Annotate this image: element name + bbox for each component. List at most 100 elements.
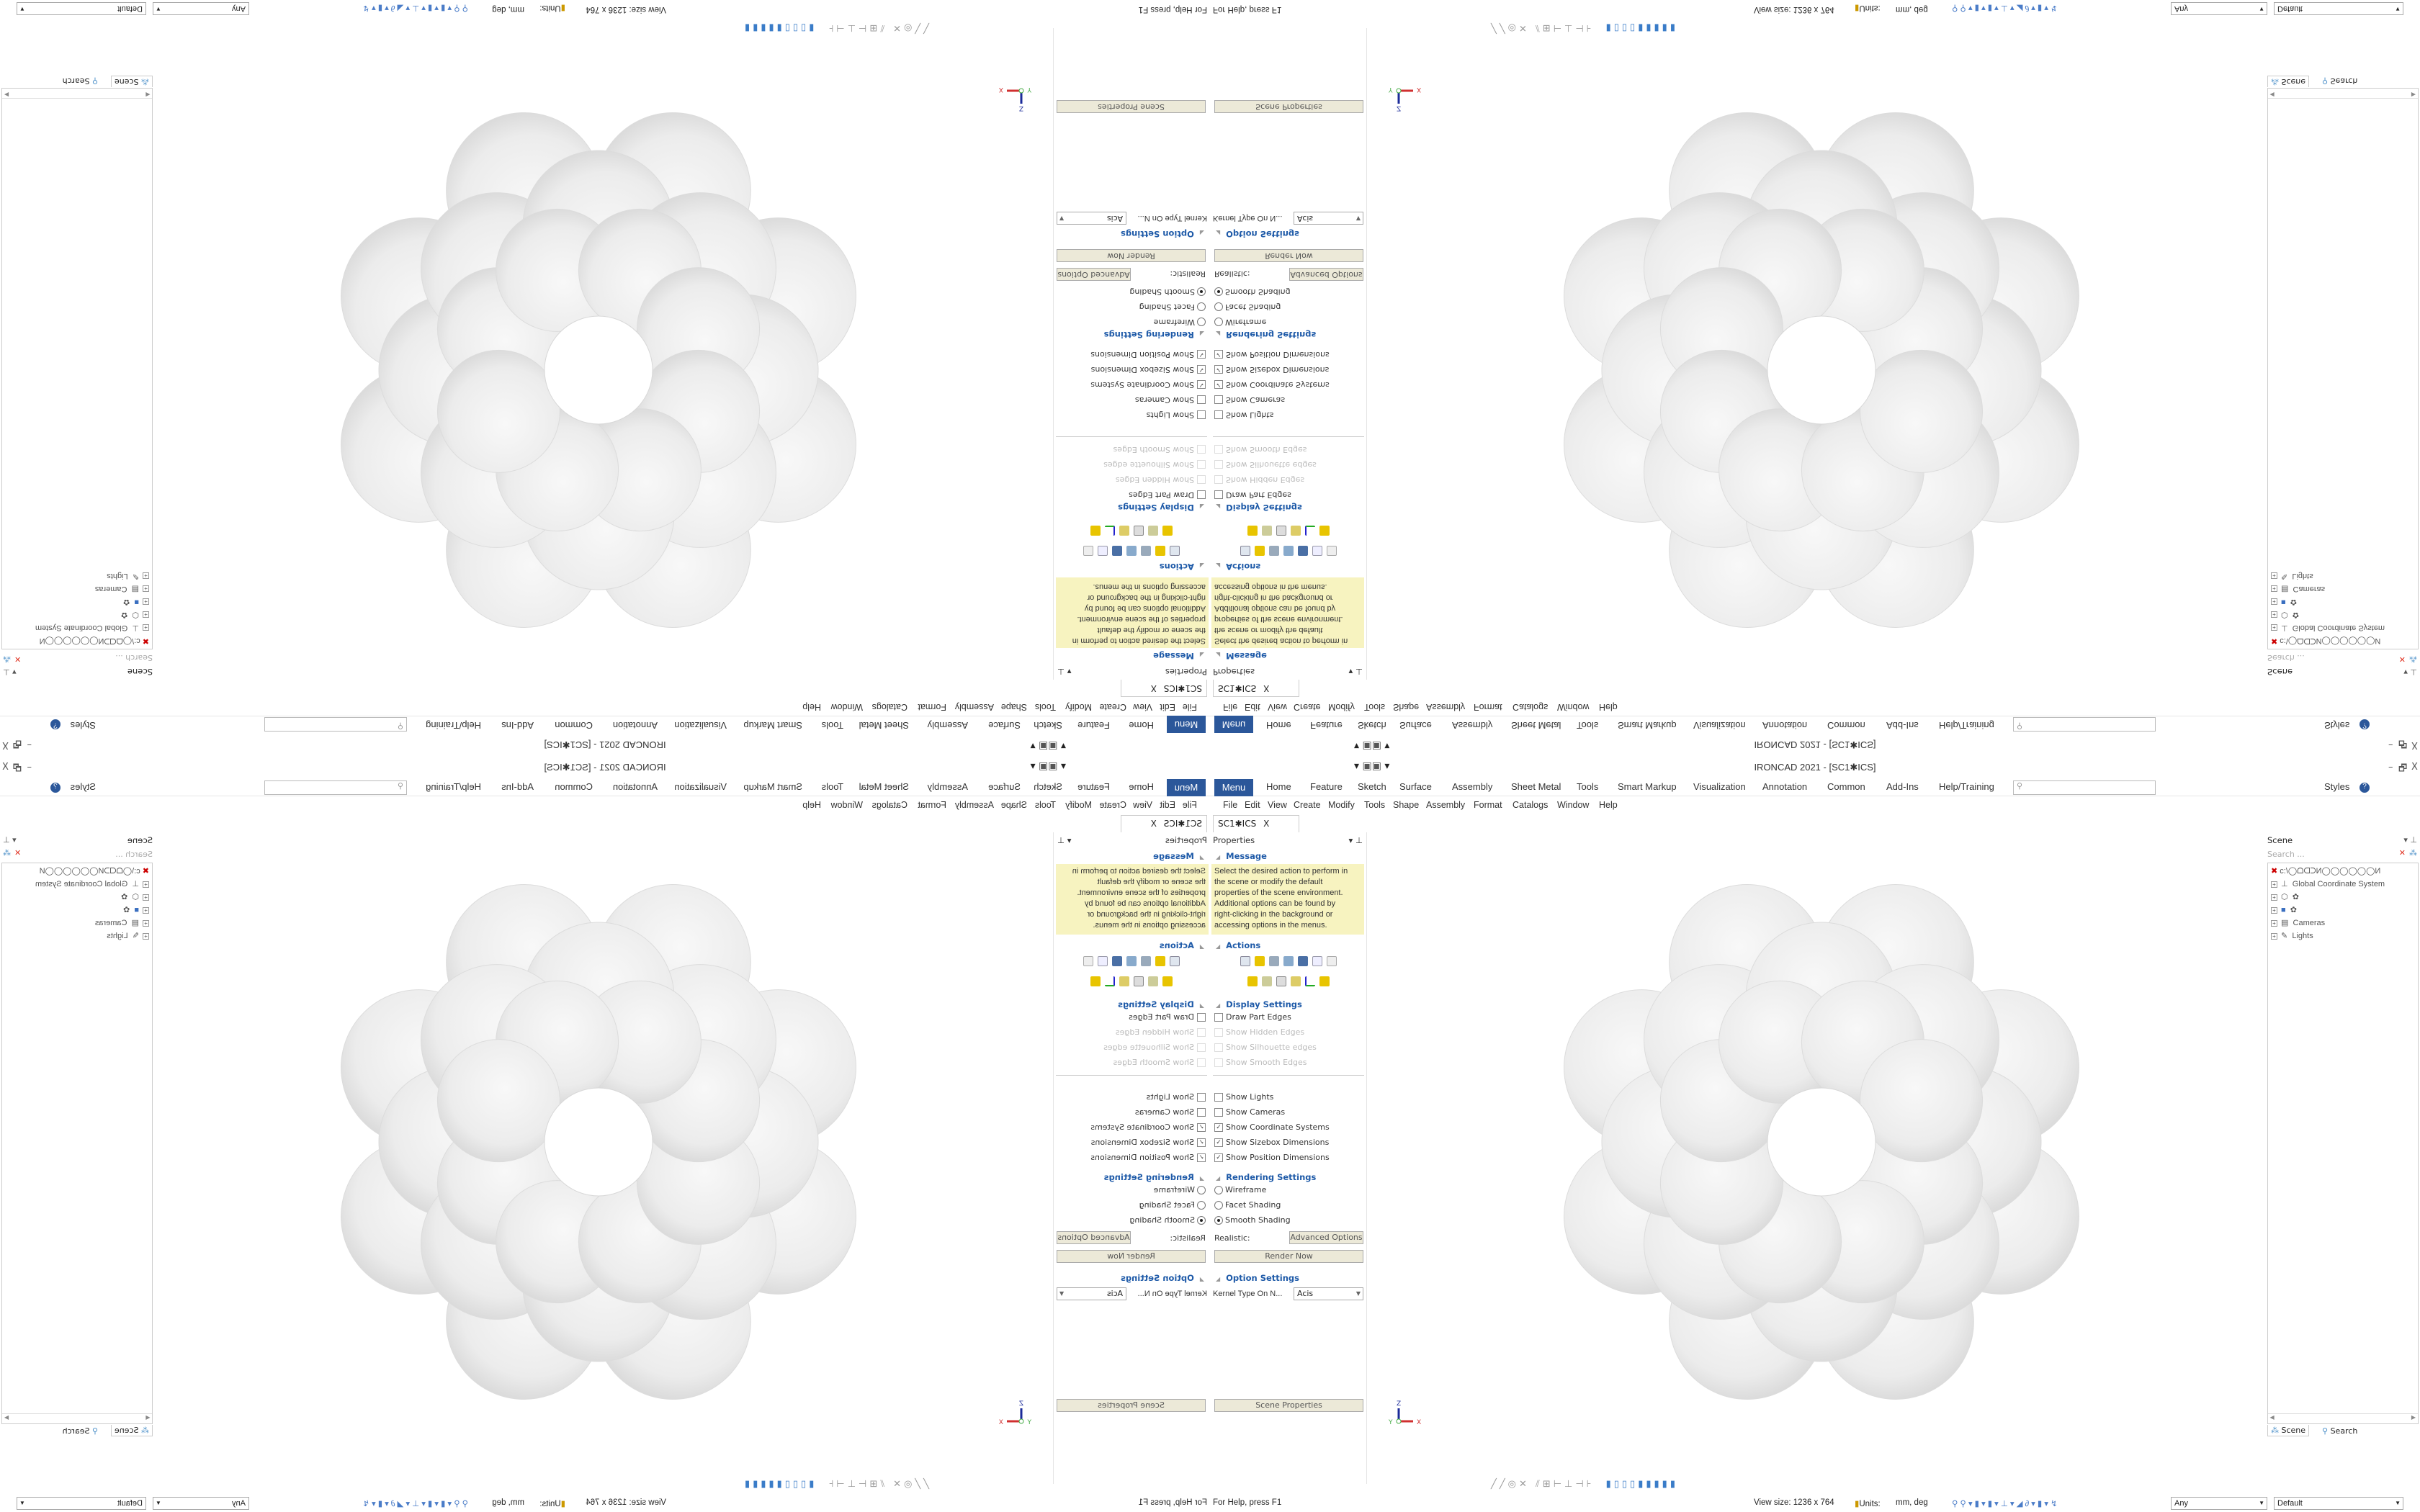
actions-section-header[interactable]: ◢Actions	[1159, 940, 1204, 950]
advanced-options-button[interactable]: Advanced Options	[1057, 1231, 1131, 1244]
restore-button[interactable]: 🗗	[12, 738, 22, 749]
menu-tools[interactable]: Tools	[1364, 702, 1386, 712]
view-orientation-icons[interactable]: ▮▯▯▯▮▮▮▮▮	[1605, 22, 1678, 33]
quick-access-toolbar[interactable]: ▾ ▣▣ ▾	[1354, 740, 1390, 752]
flower-shaped-part[interactable]	[341, 112, 856, 628]
tab-tools[interactable]: Tools	[821, 720, 843, 731]
tab-visualization[interactable]: Visualization	[1693, 720, 1746, 731]
draw-part-edges-checkbox[interactable]: Draw Part Edges	[1129, 490, 1206, 500]
rendering-settings-header[interactable]: ◢Rendering Settings	[1216, 1172, 1317, 1182]
menu-help[interactable]: Help	[802, 702, 821, 712]
tab-sketch[interactable]: Sketch	[1034, 720, 1062, 731]
menu-shape[interactable]: Shape	[1000, 702, 1027, 712]
tab-home[interactable]: Home	[1129, 781, 1154, 792]
tree-item-lights[interactable]: +✎ Lights	[2271, 931, 2313, 940]
facet-shading-radio[interactable]: Facet Shading	[1214, 1200, 1281, 1210]
tab-assembly[interactable]: Assembly	[1452, 720, 1493, 731]
axis-icon[interactable]	[1305, 526, 1315, 536]
flower-shaped-part[interactable]	[1564, 112, 2079, 628]
advanced-options-button[interactable]: Advanced Options	[1057, 268, 1131, 281]
flower-shaped-part[interactable]	[1564, 884, 2079, 1400]
help-icon[interactable]: ?	[2360, 719, 2370, 729]
smooth-shading-radio[interactable]: Smooth Shading	[1129, 287, 1206, 297]
show-sizebox-dimensions-checkbox[interactable]: ✓Show Sizebox Dimensions	[1091, 1138, 1206, 1147]
tree-item-lights[interactable]: +✎ Lights	[107, 572, 149, 581]
menu-edit[interactable]: Edit	[1245, 702, 1260, 712]
cube-icon[interactable]	[1247, 526, 1258, 536]
show-coordinate-systems-checkbox[interactable]: ✓Show Coordinate Systems	[1090, 380, 1206, 390]
search-tab[interactable]: ⚲ Search	[62, 76, 98, 86]
pin-icon[interactable]: ▾ ⊥	[1348, 667, 1363, 677]
edit-icon[interactable]	[1098, 956, 1108, 966]
menu-create[interactable]: Create	[1099, 702, 1126, 712]
styles-dropdown[interactable]: Styles	[70, 781, 96, 792]
shield-icon[interactable]	[1112, 546, 1122, 556]
tab-assembly[interactable]: Assembly	[927, 781, 968, 792]
horizontal-scrollbar[interactable]: ◀ ▶	[2, 1413, 152, 1423]
parts-icon[interactable]	[1119, 526, 1129, 536]
show-position-dimensions-checkbox[interactable]: ✓Show Position Dimensions	[1090, 1153, 1206, 1162]
sketch-tools-icons[interactable]: ╱╱◎✕ ⫽⊞⊢⊥⊣⊦	[825, 1479, 929, 1490]
tree-root[interactable]: ✖ c:\◯ᗝᗡᑐИ◯◯◯◯◯◯И	[39, 867, 149, 876]
show-sizebox-dimensions-checkbox[interactable]: ✓Show Sizebox Dimensions	[1214, 365, 1329, 374]
scene-tab[interactable]: ⁂ Scene	[2267, 1425, 2310, 1436]
smooth-shading-radio[interactable]: Smooth Shading	[1214, 287, 1291, 297]
tab-annotation[interactable]: Annotation	[612, 781, 658, 792]
menu-window[interactable]: Window	[1557, 702, 1590, 712]
menu-format[interactable]: Format	[918, 702, 946, 712]
document-tab-close[interactable]: X	[1263, 683, 1270, 693]
link-icon[interactable]	[1126, 956, 1137, 966]
view-orientation-icons[interactable]: ▮▯▯▯▮▮▮▮▮	[742, 22, 815, 33]
close-button[interactable]: X	[2411, 762, 2418, 773]
horizontal-scrollbar[interactable]: ◀ ▶	[2, 89, 152, 99]
tab-tools[interactable]: Tools	[1577, 781, 1599, 792]
calendar-icon[interactable]	[1134, 976, 1144, 986]
display-settings-header[interactable]: ◢Display Settings	[1216, 503, 1302, 513]
help-icon[interactable]: ?	[2360, 783, 2370, 793]
tab-sheet-metal[interactable]: Sheet Metal	[1511, 720, 1561, 731]
menu-window[interactable]: Window	[830, 800, 863, 810]
tab-tools[interactable]: Tools	[821, 781, 843, 792]
scene-tree-icon[interactable]: ⁂	[2409, 848, 2417, 858]
tab-smart-markup[interactable]: Smart Markup	[1618, 781, 1677, 792]
scene-properties-button[interactable]: Scene Properties	[1057, 1399, 1206, 1412]
status-tool-icons[interactable]: ⚲⚲▾▮▾▮▾⊥▾◢∂▾▮▾↯	[1952, 4, 2060, 12]
tree-item-assembly[interactable]: +■ ✿	[123, 905, 149, 914]
tree-item-assembly[interactable]: +■ ✿	[123, 598, 149, 607]
menu-modify[interactable]: Modify	[1065, 702, 1092, 712]
parts-icon[interactable]	[1291, 976, 1301, 986]
gears-icon[interactable]	[1148, 526, 1158, 536]
clear-search-icon[interactable]: ✕	[14, 848, 22, 858]
3d-viewport[interactable]: Z X Y	[1368, 832, 2266, 1480]
scene-pin-icon[interactable]: ▾ ⊥	[3, 835, 17, 845]
sketch-tools-icons[interactable]: ╱╱◎✕ ⫽⊞⊢⊥⊣⊦	[1491, 22, 1595, 33]
rotate-icon[interactable]	[1269, 546, 1279, 556]
menu-button[interactable]: Menu	[1167, 716, 1206, 733]
option-settings-header[interactable]: ◢Option Settings	[1121, 229, 1204, 239]
box-icon[interactable]	[1155, 546, 1165, 556]
show-coordinate-systems-checkbox[interactable]: ✓Show Coordinate Systems	[1214, 380, 1330, 390]
message-section-header[interactable]: ◢Message	[1153, 651, 1204, 661]
scene-tab[interactable]: ⁂ Scene	[2267, 76, 2310, 87]
tree-item-cameras[interactable]: +▤ Cameras	[95, 585, 149, 594]
parts-icon[interactable]	[1291, 526, 1301, 536]
cube-icon[interactable]	[1162, 526, 1173, 536]
clear-search-icon[interactable]: ✕	[2398, 848, 2406, 858]
sketch-tools-icons[interactable]: ╱╱◎✕ ⫽⊞⊢⊥⊣⊦	[1491, 1479, 1595, 1490]
axis-icon[interactable]	[1105, 526, 1115, 536]
ribbon-search-input[interactable]: ⚲	[264, 717, 407, 732]
render-now-button[interactable]: Render Now	[1057, 1250, 1206, 1263]
advanced-options-button[interactable]: Advanced Options	[1289, 1231, 1363, 1244]
message-section-header[interactable]: ◢Message	[1153, 851, 1204, 861]
pin-icon[interactable]: ▾ ⊥	[1348, 835, 1363, 845]
tab-smart-markup[interactable]: Smart Markup	[743, 720, 802, 731]
calendar-icon[interactable]	[1276, 976, 1286, 986]
tree-item-cameras[interactable]: +▤ Cameras	[2271, 585, 2325, 594]
show-position-dimensions-checkbox[interactable]: ✓Show Position Dimensions	[1214, 1153, 1330, 1162]
tab-assembly[interactable]: Assembly	[1452, 781, 1493, 792]
smooth-shading-radio[interactable]: Smooth Shading	[1214, 1215, 1291, 1225]
styles-dropdown[interactable]: Styles	[2324, 720, 2350, 731]
chart-icon[interactable]	[1083, 546, 1093, 556]
menu-help[interactable]: Help	[1599, 800, 1618, 810]
scene-search-input[interactable]: Search ...	[115, 850, 153, 859]
